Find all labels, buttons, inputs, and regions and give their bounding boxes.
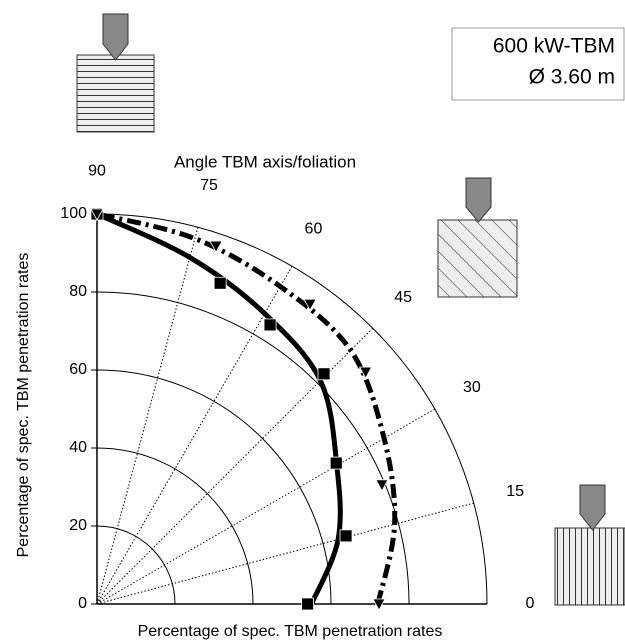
angle-tick-label: 0 [525,595,534,612]
annotation: 600 kW-TBM [493,35,615,58]
grid-spoke [96,227,199,605]
marker-square [329,456,343,470]
y-tick-label: 100 [60,205,87,222]
angle-tick-label: 75 [200,177,218,194]
y-tick-label: 60 [69,361,87,378]
grid-spoke [96,502,474,605]
y-tick-label: 0 [78,595,87,612]
marker-square [301,597,315,611]
marker-triangle [372,598,386,611]
grid-arc [96,525,176,605]
grid-arc [96,369,332,605]
rock-icon-oblique [437,177,518,298]
marker-square [263,318,277,332]
marker-square [339,529,353,543]
rock-icon-perpendicular [554,484,625,606]
annotation-box [451,27,625,101]
angle-tick-label: 45 [394,289,412,306]
marker-triangle [90,208,104,221]
x-axis-title: Percentage of spec. TBM penetration rate… [138,623,443,640]
annotation: Ø 3.60 m [529,66,615,89]
angle-tick-label: 30 [463,379,481,396]
marker-square [317,367,331,381]
marker-square [213,276,227,290]
marker-triangle [209,240,223,253]
chart-title: Angle TBM axis/foliation [174,152,356,171]
grid-arc [96,213,488,605]
fit-curve [95,211,343,605]
marker-triangle [358,366,373,379]
y-tick-label: 80 [69,283,87,300]
grid-arc [96,447,254,605]
angle-tick-label: 60 [305,220,323,237]
marker-triangle [303,298,317,312]
angle-tick-label: 15 [506,483,524,500]
fit-curve [96,211,398,605]
y-tick-label: 20 [69,517,87,534]
y-tick-label: 40 [69,439,87,456]
angle-tick-label: 90 [88,162,106,179]
y-axis-title: Percentage of spec. TBM penetration rate… [15,253,32,558]
rock-icon-parallel [76,13,155,133]
grid-spoke [96,266,293,605]
marker-triangle [375,479,389,492]
